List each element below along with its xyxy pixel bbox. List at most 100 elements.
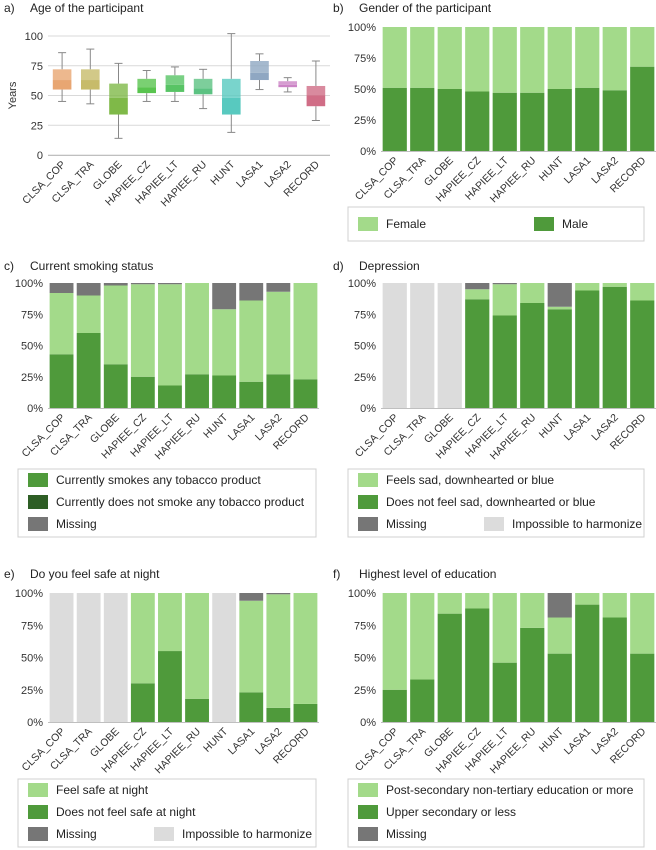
bar-segment-CLSA_TRA <box>410 87 435 151</box>
x-tick-label: LASA1 <box>234 159 266 191</box>
bar-segment-HUNT <box>212 375 237 408</box>
legend-item: Male <box>534 217 588 231</box>
legend-swatch <box>534 217 554 231</box>
box-upper-half <box>221 78 241 98</box>
y-tick-label: 75% <box>21 620 43 632</box>
legend-label: Post-secondary non-tertiary education or… <box>386 783 634 797</box>
bar-segment-LASA2 <box>602 617 627 722</box>
bar-segment-GLOBE <box>103 364 128 408</box>
box-upper-half <box>278 81 298 85</box>
bar-segment-CLSA_COP <box>382 27 407 88</box>
bar-segment-HAPIEE_LT <box>492 662 517 722</box>
y-tick-label: 100% <box>348 588 376 600</box>
y-tick-label: 100% <box>15 588 43 600</box>
bar-segment-CLSA_TRA <box>410 27 435 88</box>
legend-frame <box>347 206 645 242</box>
box-upper-half <box>52 69 72 81</box>
legend-swatch <box>358 217 378 231</box>
bar-segment-LASA2 <box>266 283 291 292</box>
bar-segment-HAPIEE_LT <box>492 284 517 316</box>
bar-segment-HUNT <box>547 617 572 654</box>
legend-label: Does not feel safe at night <box>56 805 196 819</box>
bar-segment-HAPIEE_CZ <box>465 593 490 609</box>
chart-panel-f: f) Highest level of education 0% 25% 50% 75% 1… <box>333 567 656 848</box>
box-LASA1 <box>250 53 269 91</box>
legend-label: Female <box>386 217 426 231</box>
chart-title: Highest level of education <box>359 567 496 581</box>
bar-segment-CLSA_TRA <box>76 295 101 333</box>
bar-segment-CLSA_COP <box>49 354 74 408</box>
y-tick-label: 25 <box>31 120 43 132</box>
panel-label: f) <box>333 567 340 581</box>
legend-swatch <box>28 783 48 797</box>
legend-label: Feels sad, downhearted or blue <box>386 473 554 487</box>
x-tick-label: LASA1 <box>226 726 258 758</box>
legend-swatch <box>28 473 48 487</box>
y-tick-label: 0% <box>360 403 376 415</box>
bar-segment-LASA2 <box>266 374 291 408</box>
x-tick-label: LASA1 <box>562 726 594 758</box>
bar-segment-CLSA_TRA <box>410 679 435 722</box>
bar-segment-GLOBE <box>103 593 128 722</box>
legend-item: Does not feel safe at night <box>28 805 196 819</box>
legend-label: Currently smokes any tobacco product <box>56 473 261 487</box>
legend-label: Impossible to harmonize <box>512 517 642 531</box>
legend-frame <box>347 778 645 848</box>
bar-segment-LASA1 <box>239 300 264 382</box>
bar-segment-LASA1 <box>239 381 264 408</box>
legend-label: Currently does not smoke any tobacco pro… <box>56 495 305 509</box>
bar-segment-HUNT <box>547 309 572 408</box>
legend-swatch <box>28 805 48 819</box>
bar-segment-RECORD <box>630 27 655 67</box>
legend-label: Impossible to harmonize <box>182 827 312 841</box>
box-CLSA_TRA <box>80 48 100 105</box>
bar-segment-HAPIEE_RU <box>185 283 209 375</box>
y-tick-label: 50% <box>21 341 43 353</box>
box-CLSA_COP <box>52 52 72 102</box>
bar-segment-RECORD <box>293 379 318 408</box>
bar-segment-LASA1 <box>239 600 264 693</box>
bar-segment-HUNT <box>547 593 572 618</box>
bar-segment-CLSA_COP <box>49 593 74 722</box>
legend-swatch <box>484 517 504 531</box>
bar-segment-LASA2 <box>266 707 291 722</box>
bar-segment-RECORD <box>630 653 655 722</box>
bar-segment-LASA1 <box>239 283 264 301</box>
box-HAPIEE_CZ <box>137 70 157 102</box>
box-HAPIEE_LT <box>165 66 185 102</box>
bar-segment-HAPIEE_RU <box>520 303 545 408</box>
box-HUNT <box>221 33 241 133</box>
y-tick-label: 25% <box>354 115 376 127</box>
bar-segment-HAPIEE_RU <box>185 374 209 408</box>
bar-segment-HAPIEE_CZ <box>465 299 490 408</box>
chart-panel-e: e) Do you feel safe at night 0% 25% 50% 75% 10… <box>4 567 319 848</box>
legend-swatch <box>28 827 48 841</box>
bar-segment-HAPIEE_CZ <box>465 27 490 92</box>
x-tick-label: LASA1 <box>226 412 258 444</box>
legend-swatch <box>358 783 378 797</box>
legend-item: Post-secondary non-tertiary education or… <box>358 783 634 797</box>
bar-segment-LASA1 <box>575 604 600 722</box>
legend-swatch <box>154 827 174 841</box>
legend-item: Impossible to harmonize <box>154 827 312 841</box>
y-tick-label: 50% <box>354 84 376 96</box>
bar-segment-LASA1 <box>575 27 600 88</box>
bar-segment-LASA2 <box>266 291 291 375</box>
chart-title: Age of the participant <box>30 1 144 15</box>
panel-label: e) <box>4 567 15 581</box>
legend-item: Missing <box>358 827 427 841</box>
y-tick-label: 0 <box>37 150 43 162</box>
legend-item: Female <box>358 217 426 231</box>
box-upper-half <box>306 85 326 96</box>
bar-segment-RECORD <box>293 703 318 722</box>
panel-label: d) <box>333 259 344 273</box>
box-lower-half <box>221 97 241 115</box>
legend-item: Missing <box>28 827 97 841</box>
bar-segment-HAPIEE_CZ <box>130 376 155 408</box>
legend-item: Currently smokes any tobacco product <box>28 473 261 487</box>
bar-segment-LASA1 <box>239 692 264 722</box>
y-tick-label: 75% <box>354 309 376 321</box>
bar-segment-HUNT <box>547 89 572 151</box>
y-tick-label: 100% <box>348 278 376 290</box>
